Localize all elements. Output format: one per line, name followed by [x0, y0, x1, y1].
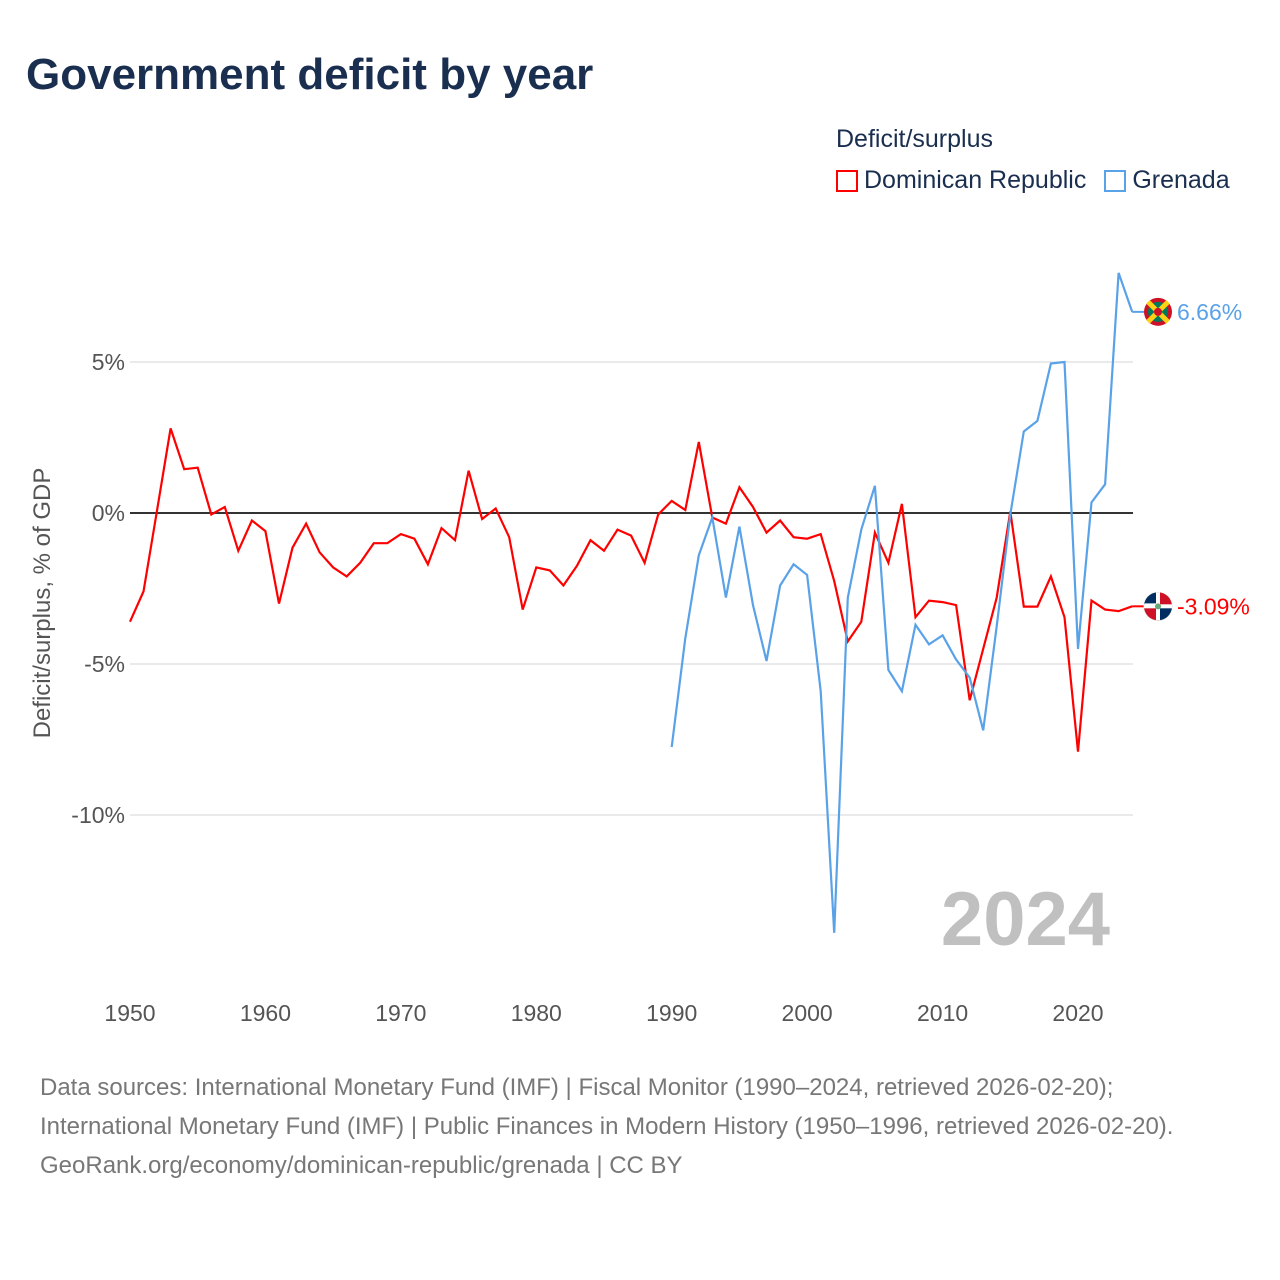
y-tick-label: -5%: [84, 651, 125, 677]
end-value-label: -3.09%: [1177, 593, 1250, 619]
y-axis-label: Deficit/surplus, % of GDP: [29, 468, 56, 739]
x-tick-label: 2020: [1052, 1000, 1103, 1026]
legend: Dominican Republic Grenada: [836, 166, 1230, 195]
x-tick-label: 1970: [375, 1000, 426, 1026]
y-tick-label: 5%: [92, 349, 125, 375]
legend-item-grenada[interactable]: Grenada: [1104, 166, 1230, 195]
legend-swatch: [836, 169, 858, 192]
series-line-grenada: [670, 272, 1134, 933]
sources: Data sources: International Monetary Fun…: [40, 1068, 1240, 1185]
y-tick-label: -10%: [71, 802, 125, 828]
legend-label: Dominican Republic: [864, 166, 1087, 194]
footer-link[interactable]: GeoRank.org/economy/dominican-republic/g…: [40, 1152, 683, 1179]
data-sources-text: Data sources: International Monetary Fun…: [40, 1074, 1174, 1140]
x-tick-label: 2000: [782, 1000, 833, 1026]
legend-swatch: [1104, 169, 1127, 192]
page-title: Government deficit by year: [26, 50, 594, 99]
legend-label: Grenada: [1132, 166, 1230, 194]
series-line-dominican-republic: [128, 428, 1133, 752]
x-tick-label: 1990: [646, 1000, 697, 1026]
year-watermark: 2024: [941, 877, 1110, 962]
legend-item-dominican-republic[interactable]: Dominican Republic: [836, 166, 1086, 195]
x-tick-label: 1960: [240, 1000, 291, 1026]
dominican-republic-flag-icon: [1143, 591, 1173, 621]
grenada-flag-icon: [1144, 297, 1172, 326]
x-tick-label: 2010: [917, 1000, 968, 1026]
x-tick-label: 1950: [104, 1000, 155, 1026]
legend-title: Deficit/surplus: [836, 125, 993, 153]
end-value-label: 6.66%: [1177, 299, 1242, 325]
x-tick-label: 1980: [511, 1000, 562, 1026]
y-tick-label: 0%: [92, 500, 125, 526]
